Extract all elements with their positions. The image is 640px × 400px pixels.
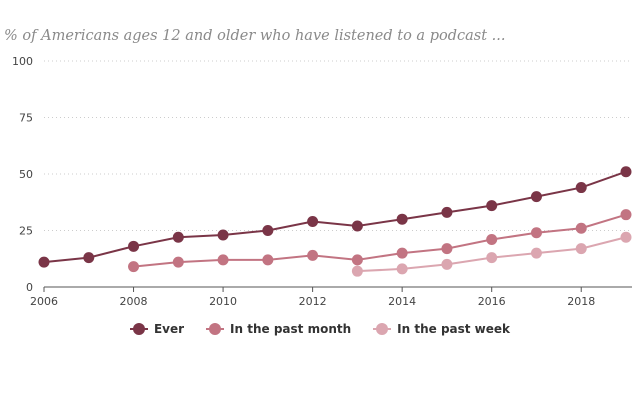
data-point-ever: [620, 166, 632, 178]
data-point-ever: [351, 220, 363, 232]
data-point-past-month: [530, 227, 542, 239]
data-point-ever: [128, 240, 140, 252]
legend-label-ever: Ever: [153, 322, 185, 336]
data-point-past-month: [441, 243, 453, 255]
x-tick-label: 2014: [388, 295, 416, 308]
data-point-past-month: [620, 209, 632, 221]
x-tick-label: 2006: [30, 295, 58, 308]
data-point-ever: [172, 231, 184, 243]
y-tick-label: 50: [19, 168, 33, 181]
legend-label-past-week: In the past week: [397, 322, 511, 336]
data-point-ever: [530, 191, 542, 203]
y-tick-label: 100: [12, 55, 33, 68]
data-point-past-week: [351, 265, 363, 277]
data-point-past-month: [486, 234, 498, 246]
data-point-past-week: [575, 243, 587, 255]
chart-legend: Ever In the past month In the past week: [0, 322, 640, 336]
y-tick-label: 25: [19, 225, 33, 238]
data-point-ever: [83, 252, 95, 264]
data-point-past-month: [172, 256, 184, 268]
data-point-past-month: [351, 254, 363, 266]
x-tick-label: 2010: [209, 295, 237, 308]
y-tick-label: 75: [19, 112, 33, 125]
data-point-ever: [307, 215, 319, 227]
data-point-past-month: [128, 261, 140, 273]
legend-item-past-week: In the past week: [373, 322, 510, 336]
legend-label-past-month: In the past month: [230, 322, 352, 336]
data-point-past-month: [307, 249, 319, 261]
x-tick-label: 2016: [478, 295, 506, 308]
legend-item-past-month: In the past month: [206, 322, 351, 336]
data-point-ever: [575, 182, 587, 194]
data-point-ever: [217, 229, 229, 241]
x-tick-label: 2012: [299, 295, 327, 308]
data-point-past-month: [262, 254, 274, 266]
data-point-past-week: [441, 258, 453, 270]
data-point-past-week: [486, 252, 498, 264]
data-point-past-month: [575, 222, 587, 234]
y-tick-label: 0: [26, 281, 33, 294]
data-point-past-month: [396, 247, 408, 259]
legend-item-ever: Ever: [129, 322, 185, 336]
legend-swatch-ever: [129, 323, 148, 335]
data-point-ever: [441, 206, 453, 218]
x-tick-label: 2018: [567, 295, 595, 308]
data-point-ever: [396, 213, 408, 225]
series-line-ever: [43, 170, 627, 264]
data-point-ever: [38, 256, 50, 268]
series-line-past-month: [133, 213, 627, 268]
data-point-past-week: [620, 231, 632, 243]
legend-swatch-past-week: [373, 323, 392, 335]
data-point-past-month: [217, 254, 229, 266]
x-tick-label: 2008: [120, 295, 148, 308]
chart-title: % of Americans ages 12 and older who hav…: [4, 28, 506, 44]
legend-swatch-past-month: [206, 323, 225, 335]
data-point-ever: [262, 225, 274, 236]
data-point-ever: [486, 200, 498, 212]
data-point-past-week: [530, 247, 542, 259]
data-point-past-week: [396, 263, 408, 275]
